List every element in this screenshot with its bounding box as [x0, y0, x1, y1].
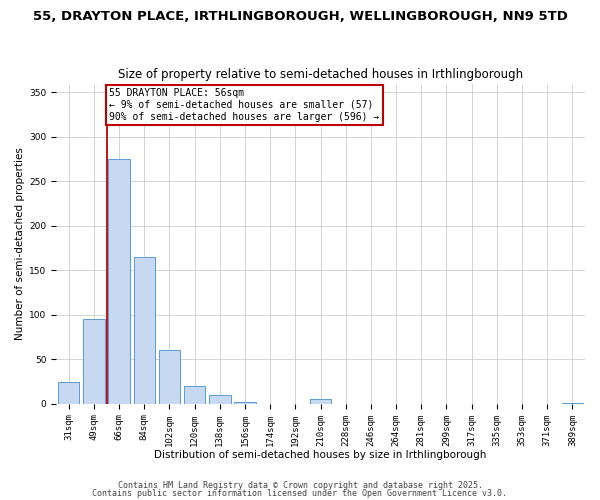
Bar: [562, 403, 583, 404]
Y-axis label: Number of semi-detached properties: Number of semi-detached properties: [15, 148, 25, 340]
Text: 55, DRAYTON PLACE, IRTHLINGBOROUGH, WELLINGBOROUGH, NN9 5TD: 55, DRAYTON PLACE, IRTHLINGBOROUGH, WELL…: [32, 10, 568, 23]
Bar: [83, 320, 104, 404]
Text: Contains public sector information licensed under the Open Government Licence v3: Contains public sector information licen…: [92, 488, 508, 498]
Bar: [134, 257, 155, 404]
Bar: [109, 159, 130, 404]
Bar: [58, 382, 79, 404]
Bar: [184, 386, 205, 404]
Text: Contains HM Land Registry data © Crown copyright and database right 2025.: Contains HM Land Registry data © Crown c…: [118, 481, 482, 490]
Bar: [310, 400, 331, 404]
Title: Size of property relative to semi-detached houses in Irthlingborough: Size of property relative to semi-detach…: [118, 68, 523, 81]
X-axis label: Distribution of semi-detached houses by size in Irthlingborough: Distribution of semi-detached houses by …: [154, 450, 487, 460]
Text: 55 DRAYTON PLACE: 56sqm
← 9% of semi-detached houses are smaller (57)
90% of sem: 55 DRAYTON PLACE: 56sqm ← 9% of semi-det…: [109, 88, 379, 122]
Bar: [159, 350, 180, 404]
Bar: [235, 402, 256, 404]
Bar: [209, 395, 230, 404]
